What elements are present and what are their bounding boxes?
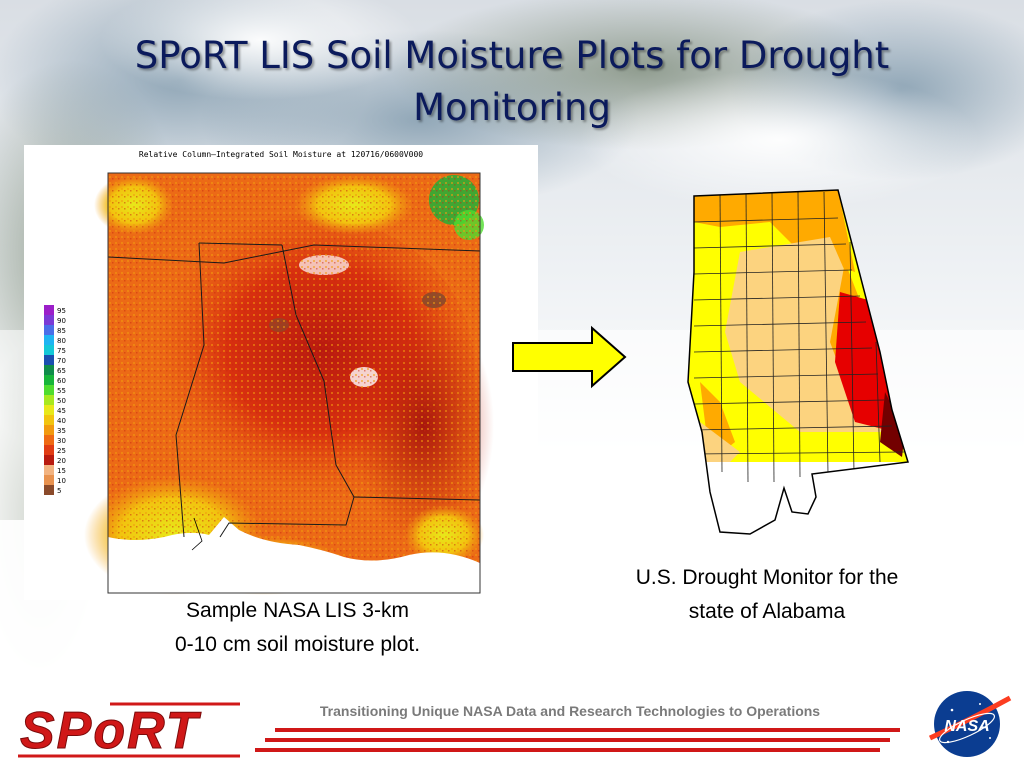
legend-label: 30 — [57, 437, 66, 445]
legend-swatch — [44, 415, 54, 425]
drought-caption-line-1: U.S. Drought Monitor for the — [635, 566, 899, 589]
drought-map-caption: U.S. Drought Monitor for the state of Al… — [580, 561, 954, 629]
drought-monitor-map — [687, 189, 909, 535]
legend-swatch — [44, 475, 54, 485]
lis-caption-line-1: Sample NASA LIS 3-km — [186, 599, 409, 622]
legend-label: 40 — [57, 417, 66, 425]
slide-title-line-1: SPoRT LIS Soil Moisture Plots for Drough… — [134, 34, 890, 77]
drought-category-fill — [688, 190, 908, 534]
sport-logo-text: SPoRT — [20, 702, 202, 760]
soil-moisture-field — [84, 173, 494, 595]
legend-label: 90 — [57, 317, 66, 325]
legend-label: 80 — [57, 337, 66, 345]
legend-swatch — [44, 485, 54, 495]
nasa-logo-text: NASA — [944, 718, 989, 735]
footer-stripe — [275, 728, 900, 732]
legend-label: 35 — [57, 427, 66, 435]
legend-label: 95 — [57, 307, 66, 315]
legend-swatch — [44, 465, 54, 475]
legend-label: 65 — [57, 367, 66, 375]
legend-label: 45 — [57, 407, 66, 415]
legend-label: 5 — [57, 487, 61, 495]
state-borders — [107, 242, 481, 538]
legend-swatch — [44, 355, 54, 365]
legend-swatch — [44, 325, 54, 335]
drought-caption-line-2: state of Alabama — [688, 600, 846, 623]
slide-title: SPoRT LIS Soil Moisture Plots for Drough… — [40, 30, 984, 134]
legend-swatch — [44, 455, 54, 465]
nasa-meatball-logo: NASA — [928, 691, 1012, 757]
legend-swatch — [44, 375, 54, 385]
legend-swatch — [44, 395, 54, 405]
legend-label: 75 — [57, 347, 66, 355]
lis-plot-caption: Sample NASA LIS 3-km 0-10 cm soil moistu… — [120, 594, 475, 662]
legend-swatch — [44, 305, 54, 315]
legend-label: 55 — [57, 387, 66, 395]
footer-graphics: NASA — [255, 691, 1012, 757]
legend-label: 60 — [57, 377, 66, 385]
lis-plot-graphic: 95 90 85 80 75 70 65 60 55 50 45 40 35 30 25 20 15 10 5 — [44, 172, 494, 595]
lis-caption-line-2: 0-10 cm soil moisture plot. — [174, 633, 421, 656]
legend-swatch — [44, 425, 54, 435]
legend-swatch — [44, 365, 54, 375]
legend-label: 20 — [57, 457, 66, 465]
legend-label: 85 — [57, 327, 66, 335]
legend-swatch — [44, 345, 54, 355]
footer-stripe — [255, 748, 880, 752]
legend-label: 70 — [57, 357, 66, 365]
sport-logo: SPoRT — [18, 702, 240, 761]
legend-label: 15 — [57, 467, 66, 475]
legend-swatch — [44, 445, 54, 455]
footer-stripe — [265, 738, 890, 742]
legend-swatch — [44, 405, 54, 415]
legend-swatch — [44, 435, 54, 445]
color-legend: 95 90 85 80 75 70 65 60 55 50 45 40 35 30 25 20 15 10 5 — [44, 305, 66, 495]
county-lines — [693, 191, 905, 483]
legend-label: 25 — [57, 447, 66, 455]
legend-swatch — [44, 335, 54, 345]
legend-swatch — [44, 315, 54, 325]
arrow-right-icon — [512, 325, 627, 389]
legend-swatch — [44, 385, 54, 395]
legend-label: 10 — [57, 477, 66, 485]
footer-tagline: Transitioning Unique NASA Data and Resea… — [319, 703, 821, 719]
legend-label: 50 — [57, 397, 66, 405]
slide-title-line-2: Monitoring — [413, 86, 611, 129]
plot-title: Relative Column–Integrated Soil Moisture… — [138, 150, 424, 159]
lis-soil-moisture-plot: Relative Column–Integrated Soil Moisture… — [24, 145, 538, 600]
